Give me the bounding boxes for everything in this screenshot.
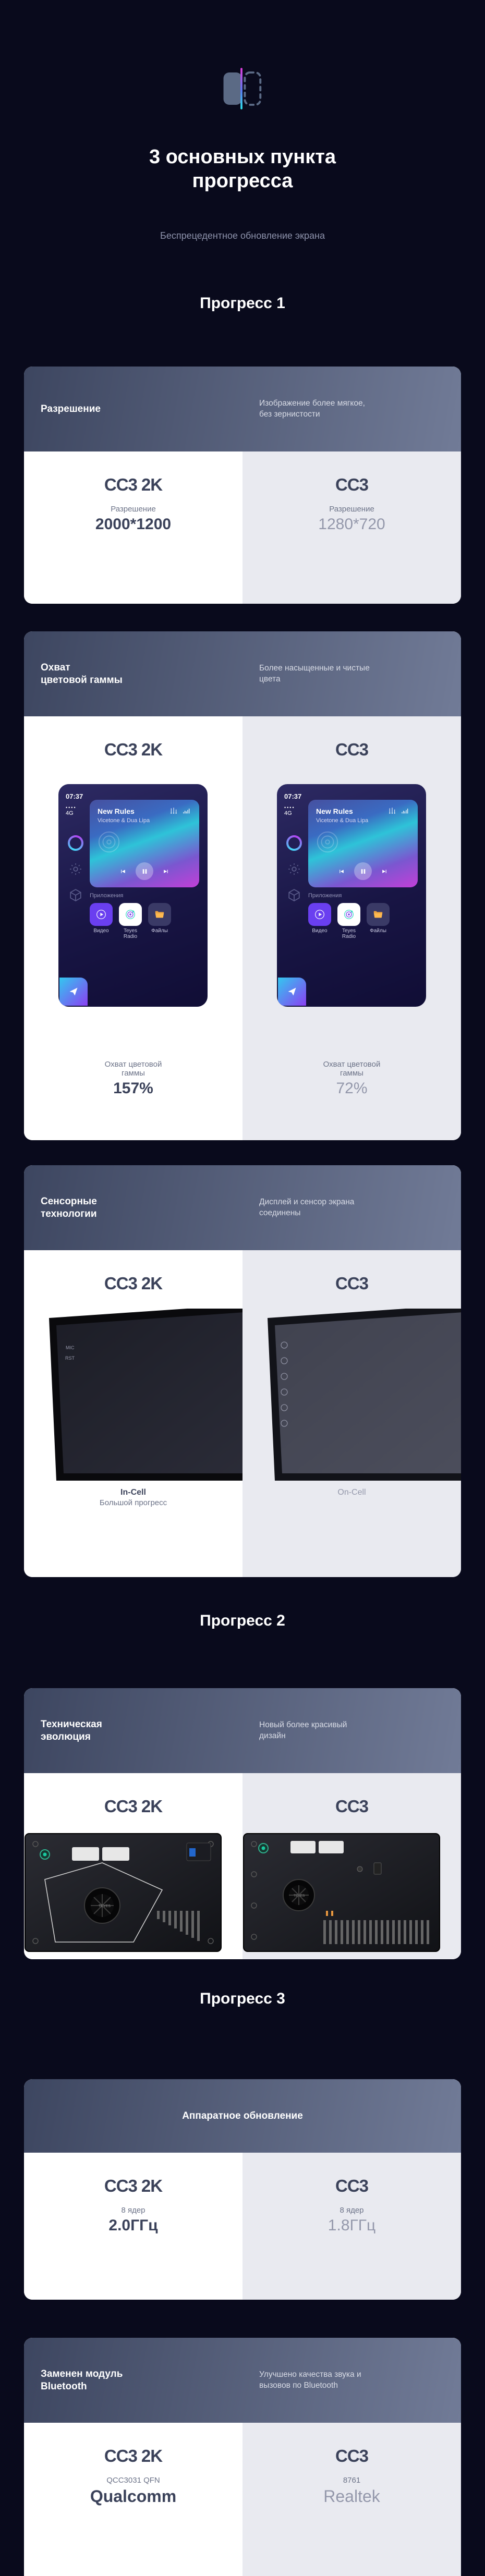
svg-text:TEYES: TEYES [99, 1904, 111, 1908]
svg-text:TEYES: TEYES [294, 1894, 305, 1898]
svg-text:RST: RST [65, 1356, 75, 1361]
svg-text:MIC: MIC [66, 1345, 75, 1350]
